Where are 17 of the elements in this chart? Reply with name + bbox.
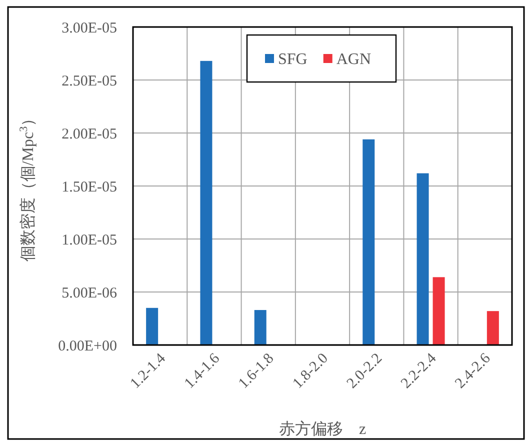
bar <box>146 308 158 345</box>
bar <box>362 139 375 345</box>
y-tick-label: 1.00E-05 <box>62 232 117 248</box>
legend-label: AGN <box>336 51 372 68</box>
bar <box>416 173 429 345</box>
legend-label: SFG <box>278 51 308 68</box>
x-axis-title: 赤方偏移 z <box>278 420 366 438</box>
y-tick-label: 2.00E-05 <box>62 126 117 142</box>
y-tick-label: 3.00E-05 <box>62 20 117 36</box>
y-tick-label: 2.50E-05 <box>62 74 117 90</box>
y-tick-label: 5.00E-06 <box>62 286 118 302</box>
bar <box>486 311 499 345</box>
y-tick-label: 0.00E+00 <box>58 338 117 354</box>
bar <box>200 60 212 345</box>
y-tick-label: 1.50E-05 <box>62 180 117 196</box>
bar <box>254 310 266 345</box>
bar <box>432 277 445 345</box>
